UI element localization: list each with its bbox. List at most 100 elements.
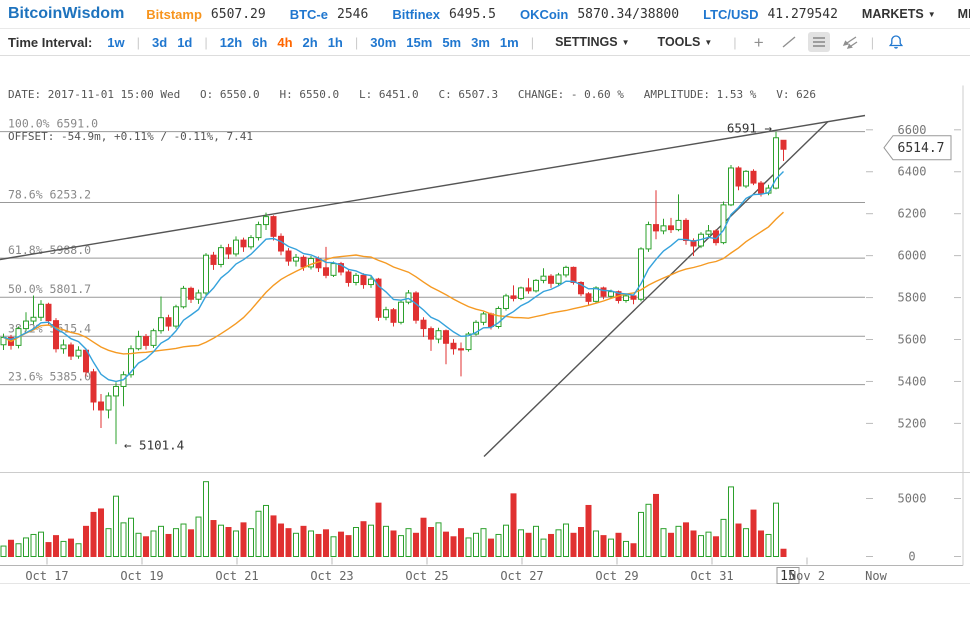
ticker-okcoin[interactable]: OKCoin 5870.34/38800 xyxy=(520,7,679,22)
volume-bar[interactable] xyxy=(203,481,209,557)
candle-body[interactable] xyxy=(45,303,52,322)
volume-bar[interactable] xyxy=(120,522,127,557)
candle-body[interactable] xyxy=(773,137,779,189)
volume-bar[interactable] xyxy=(645,503,652,557)
interval-1w[interactable]: 1w xyxy=(107,34,125,50)
interval-3m[interactable]: 3m xyxy=(471,34,490,50)
candle-body[interactable] xyxy=(113,385,119,397)
candle-body[interactable] xyxy=(525,287,532,292)
candle-body[interactable] xyxy=(38,303,44,318)
trendline-icon[interactable] xyxy=(778,32,800,52)
ticker-bitstamp[interactable]: Bitstamp 6507.29 xyxy=(146,7,265,22)
candle-body[interactable] xyxy=(68,344,74,357)
volume-bar[interactable] xyxy=(443,531,449,558)
settings-menu[interactable]: SETTINGS ▼ xyxy=(555,35,629,49)
candle-body[interactable] xyxy=(323,267,329,276)
volume-bar[interactable] xyxy=(150,530,157,558)
volume-bar[interactable] xyxy=(555,529,562,558)
volume-bar[interactable] xyxy=(638,511,644,558)
volume-bar[interactable] xyxy=(780,548,787,558)
ticker-bitfinex[interactable]: Bitfinex 6495.5 xyxy=(392,7,496,22)
candle-body[interactable] xyxy=(578,281,584,295)
volume-bar[interactable] xyxy=(225,527,232,557)
volume-bar[interactable] xyxy=(390,530,397,558)
ticker-ltcusd[interactable]: LTC/USD 41.279542 xyxy=(703,7,838,22)
candle-body[interactable] xyxy=(540,275,547,281)
candle-body[interactable] xyxy=(390,309,397,323)
volume-bar[interactable] xyxy=(450,536,457,557)
crosshair-icon[interactable]: + xyxy=(753,32,764,52)
ticker-bitstamp-label[interactable]: Bitstamp xyxy=(146,6,202,22)
candle-body[interactable] xyxy=(413,292,419,321)
volume-bar[interactable] xyxy=(465,537,472,558)
candle-body[interactable] xyxy=(75,349,82,357)
volume-bar[interactable] xyxy=(698,535,704,557)
volume-bar[interactable] xyxy=(518,529,524,558)
volume-bar[interactable] xyxy=(548,533,554,557)
candle-body[interactable] xyxy=(668,225,674,231)
volume-bar[interactable] xyxy=(668,532,674,557)
volume-bar[interactable] xyxy=(750,509,757,558)
volume-bar[interactable] xyxy=(233,530,239,558)
ticker-ltcusd-label[interactable]: LTC/USD xyxy=(703,6,759,22)
volume-bar[interactable] xyxy=(435,522,442,557)
candle-body[interactable] xyxy=(503,295,509,309)
candle-body[interactable] xyxy=(428,328,434,340)
ticker-bitfinex-label[interactable]: Bitfinex xyxy=(392,6,440,22)
volume-bar[interactable] xyxy=(135,532,142,557)
volume-bar[interactable] xyxy=(713,536,719,557)
volume-bar[interactable] xyxy=(653,493,659,558)
volume-bar[interactable] xyxy=(248,528,254,558)
candle-body[interactable] xyxy=(338,263,344,273)
volume-bar[interactable] xyxy=(60,540,67,557)
volume-bar[interactable] xyxy=(270,515,277,557)
volume-bar[interactable] xyxy=(0,545,7,557)
volume-bar[interactable] xyxy=(705,531,712,558)
volume-bar[interactable] xyxy=(578,527,584,557)
candle-body[interactable] xyxy=(263,216,269,226)
candle-body[interactable] xyxy=(225,247,232,255)
volume-bar[interactable] xyxy=(683,522,689,557)
candle-body[interactable] xyxy=(270,216,277,237)
volume-bar[interactable] xyxy=(338,531,344,558)
volume-bar[interactable] xyxy=(38,531,44,558)
candle-body[interactable] xyxy=(23,320,29,330)
volume-bar[interactable] xyxy=(105,528,112,558)
candle-body[interactable] xyxy=(518,287,524,299)
volume-bar[interactable] xyxy=(585,504,592,557)
candle-body[interactable] xyxy=(405,292,412,303)
volume-bar[interactable] xyxy=(345,535,352,557)
candle-body[interactable] xyxy=(255,224,262,239)
candle-body[interactable] xyxy=(443,330,449,344)
volume-bar[interactable] xyxy=(180,523,187,557)
candle-body[interactable] xyxy=(398,301,404,323)
candle-body[interactable] xyxy=(293,256,299,262)
candle-body[interactable] xyxy=(375,278,382,318)
volume-bar[interactable] xyxy=(375,502,382,558)
candle-body[interactable] xyxy=(180,287,187,308)
candle-body[interactable] xyxy=(683,219,689,242)
volume-bar[interactable] xyxy=(623,540,629,557)
volume-bar[interactable] xyxy=(473,532,479,557)
volume-bar[interactable] xyxy=(765,533,772,557)
trendlines[interactable] xyxy=(0,114,866,458)
candle-body[interactable] xyxy=(105,395,112,411)
volume-bar[interactable] xyxy=(143,536,149,557)
candle-body[interactable] xyxy=(705,230,712,235)
volume-bar[interactable] xyxy=(45,542,52,558)
candle-body[interactable] xyxy=(750,170,757,184)
candle-body[interactable] xyxy=(510,295,517,299)
volume-bar[interactable] xyxy=(353,527,359,557)
volume-bar[interactable] xyxy=(405,528,412,558)
volume-bar[interactable] xyxy=(458,528,464,558)
candle-body[interactable] xyxy=(465,333,472,351)
volume-bar[interactable] xyxy=(660,528,667,558)
candlestick-series[interactable] xyxy=(0,131,787,445)
candle-body[interactable] xyxy=(435,330,442,340)
candle-body[interactable] xyxy=(533,279,539,292)
candle-body[interactable] xyxy=(285,250,292,262)
volume-bar[interactable] xyxy=(188,529,194,558)
ticker-btce[interactable]: BTC-e 2546 xyxy=(290,7,369,22)
candle-body[interactable] xyxy=(548,275,554,284)
candle-body[interactable] xyxy=(53,320,59,350)
